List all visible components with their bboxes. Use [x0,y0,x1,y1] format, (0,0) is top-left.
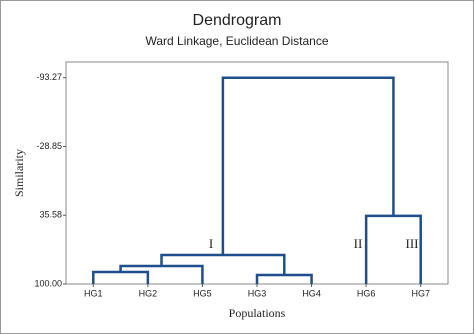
y-tick-label: -28.85 [36,141,62,151]
x-tick-label: HG5 [193,288,212,298]
x-tick-label: HG2 [139,288,158,298]
x-axis-label: Populations [229,306,286,320]
y-tick-label: -93.27 [36,72,62,82]
dendrogram-link [92,270,150,284]
cluster-annotation: I [209,236,213,251]
dendrogram-link [364,214,422,284]
chart-subtitle: Ward Linkage, Euclidean Distance [146,34,329,48]
cluster-annotation: III [406,236,419,251]
dendrogram-link [255,273,313,284]
x-tick-label: HG3 [248,288,267,298]
chart-title: Dendrogram [193,12,282,29]
cluster-annotation: II [354,236,363,251]
y-tick-label: 100.00 [34,278,62,288]
y-axis-label: Similarity [12,149,26,197]
y-tick-label: 35.58 [39,210,62,220]
x-tick-label: HG6 [357,288,376,298]
x-tick-label: HG4 [302,288,321,298]
x-tick-label: HG1 [84,288,103,298]
dendrogram-link [221,76,395,255]
x-tick-label: HG7 [411,288,430,298]
